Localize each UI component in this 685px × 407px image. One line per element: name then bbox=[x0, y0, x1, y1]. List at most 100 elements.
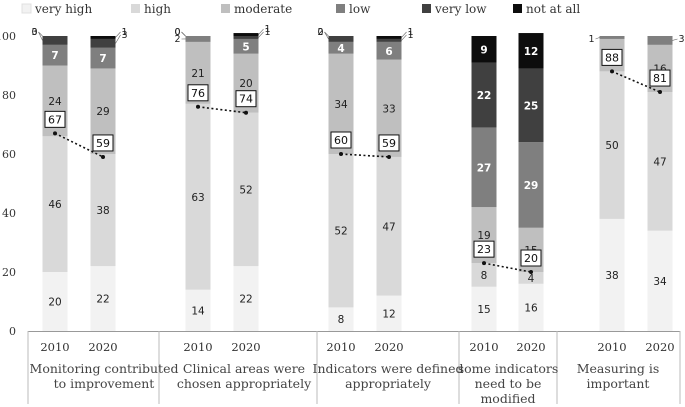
legend-label-very-high: very high bbox=[34, 2, 92, 16]
x-year-label: 2020 bbox=[88, 340, 117, 354]
x-group-label: Clinical areas were chosen appropriately bbox=[177, 361, 312, 391]
trend-marker bbox=[387, 154, 391, 159]
y-tick-label: 60 bbox=[2, 148, 16, 161]
segment-value-label: 4 bbox=[528, 273, 535, 285]
bar-segment-very-high bbox=[328, 307, 354, 331]
segment-value-label: 27 bbox=[477, 162, 492, 174]
bar-segment-high bbox=[471, 263, 497, 287]
leader-line bbox=[181, 31, 186, 37]
segment-value-label-outside: 2 bbox=[174, 34, 180, 45]
segment-value-label: 19 bbox=[477, 230, 490, 242]
x-group-label: Measuring is important bbox=[577, 361, 660, 391]
bar-segment-very-low bbox=[90, 38, 116, 48]
combined-value-box bbox=[330, 131, 352, 149]
segment-value-label: 29 bbox=[96, 106, 109, 118]
x-group-label: some indicators need to be modified bbox=[458, 361, 559, 406]
bar-segment-very-high bbox=[376, 295, 402, 331]
leader-line bbox=[38, 31, 43, 41]
bar-segment-low bbox=[233, 38, 259, 54]
legend-swatch-very-high bbox=[21, 3, 32, 14]
combined-value-label: 81 bbox=[653, 72, 667, 85]
segment-value-label-outside: 0 bbox=[174, 27, 180, 38]
bar-segment-very-high bbox=[647, 230, 673, 331]
bar-segment-high bbox=[376, 156, 402, 296]
segment-value-label: 20 bbox=[48, 297, 61, 309]
segment-value-label-outside: 0 bbox=[317, 27, 323, 38]
trend-marker bbox=[658, 90, 662, 95]
x-year-label: 2020 bbox=[645, 340, 674, 354]
bar-segment-high bbox=[185, 103, 211, 290]
bar-segment-low bbox=[376, 41, 402, 60]
segment-value-label-outside: 0 bbox=[31, 27, 37, 38]
bar-segment-very-low bbox=[42, 36, 68, 45]
legend-label-very-low: very low bbox=[434, 2, 487, 16]
bar-segment-very-high bbox=[42, 272, 68, 331]
bar-segment-high bbox=[42, 136, 68, 272]
x-year-label: 2020 bbox=[516, 340, 545, 354]
legend-label-low: low bbox=[349, 2, 371, 16]
segment-value-label-outside: 2 bbox=[317, 27, 323, 38]
segment-value-label: 38 bbox=[605, 270, 618, 282]
segment-value-label: 5 bbox=[242, 41, 249, 53]
legend-swatch-not-at-all bbox=[513, 4, 522, 13]
bar-segment-high bbox=[90, 154, 116, 267]
segment-value-label: 12 bbox=[382, 308, 395, 320]
leader-line bbox=[401, 31, 407, 38]
combined-value-label: 67 bbox=[48, 113, 62, 126]
y-tick-label: 40 bbox=[2, 207, 16, 220]
trend-connector bbox=[483, 262, 532, 273]
combined-value-box bbox=[44, 110, 66, 128]
combined-value-box bbox=[378, 134, 400, 152]
bar-segment-high bbox=[599, 71, 625, 219]
segment-value-label: 63 bbox=[191, 192, 204, 204]
segment-value-label: 22 bbox=[477, 90, 492, 102]
bar-segment-high bbox=[647, 92, 673, 231]
x-year-label: 2010 bbox=[40, 340, 69, 354]
trend-marker bbox=[196, 104, 200, 109]
combined-value-label: 60 bbox=[334, 134, 348, 147]
segment-value-label-outside: 1 bbox=[588, 34, 594, 45]
segment-value-label: 34 bbox=[653, 276, 667, 288]
legend-label-high: high bbox=[144, 2, 171, 16]
segment-value-label-outside: 1 bbox=[408, 27, 414, 38]
trend-marker bbox=[244, 110, 248, 115]
bar-segment-very-high bbox=[90, 266, 116, 331]
trend-marker bbox=[53, 131, 57, 136]
segment-value-label-outside: 3 bbox=[122, 30, 128, 41]
x-year-label: 2010 bbox=[183, 340, 212, 354]
segment-value-label: 8 bbox=[338, 314, 345, 326]
bar-segment-low bbox=[90, 47, 116, 69]
trend-connector bbox=[340, 153, 390, 158]
segment-value-label: 38 bbox=[96, 205, 109, 217]
y-tick-label: 0 bbox=[9, 325, 16, 338]
combined-value-label: 20 bbox=[524, 252, 538, 265]
bar-segment-very-high bbox=[185, 289, 211, 331]
y-tick-label: 20 bbox=[2, 266, 16, 279]
leader-line bbox=[115, 34, 121, 44]
bar-segment-low bbox=[647, 36, 673, 45]
leader-line bbox=[595, 37, 600, 40]
x-group-label: Indicators were defined appropriately bbox=[313, 361, 464, 391]
segment-value-label: 20 bbox=[239, 78, 252, 90]
segment-value-label: 47 bbox=[653, 156, 666, 168]
segment-value-label: 52 bbox=[239, 184, 252, 196]
y-tick-label: 80 bbox=[2, 89, 16, 102]
segment-value-label: 33 bbox=[382, 103, 395, 115]
x-year-label: 2010 bbox=[597, 340, 626, 354]
leader-line bbox=[324, 31, 329, 40]
combined-value-label: 59 bbox=[382, 137, 396, 150]
segment-value-label-outside: 1 bbox=[265, 27, 271, 38]
bar-segment-high bbox=[233, 112, 259, 267]
combined-value-box bbox=[235, 90, 257, 108]
bar-segment-very-low bbox=[518, 68, 544, 143]
segment-value-label: 4 bbox=[337, 43, 344, 55]
bar-segment-very-low bbox=[328, 36, 354, 42]
bar-segment-low bbox=[42, 44, 68, 66]
bar-segment-very-high bbox=[518, 283, 544, 331]
segment-value-label: 21 bbox=[191, 68, 204, 80]
legend: very high high moderate low very low not at a… bbox=[21, 2, 580, 16]
legend-swatch-high bbox=[131, 4, 140, 13]
bar-segment-low bbox=[518, 142, 544, 228]
bar-segment-not-at-all bbox=[233, 33, 259, 36]
